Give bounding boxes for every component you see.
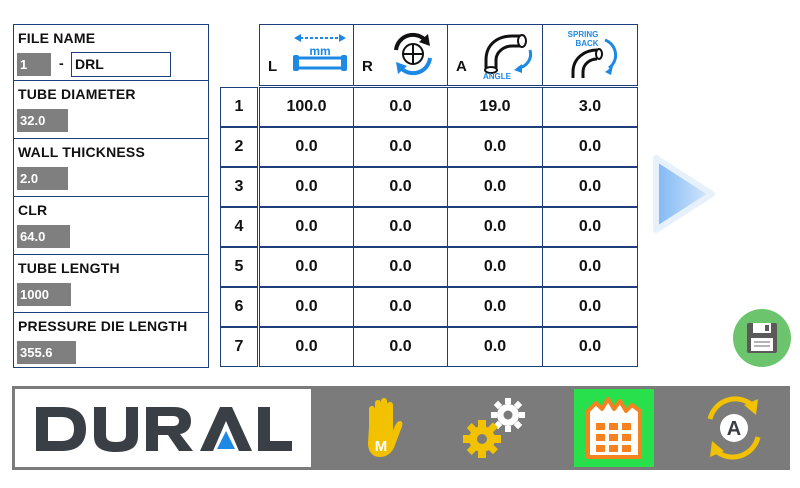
cell-spring-back[interactable]: 0.0 <box>542 167 638 207</box>
tube-length-field[interactable]: 1000 <box>17 283 71 306</box>
cell-rotation[interactable]: 0.0 <box>353 167 448 207</box>
file-number-field[interactable]: 1 <box>17 53 51 76</box>
pressure-die-length-section: PRESSURE DIE LENGTH 355.6 <box>14 313 208 369</box>
auto-mode-label: A <box>727 418 741 440</box>
rotation-icon <box>394 32 432 76</box>
header-length: L mm <box>259 24 354 86</box>
cell-angle[interactable]: 0.0 <box>447 247 543 287</box>
spring-back-icon-label-2: BACK <box>575 39 598 48</box>
header-rotation-letter: R <box>362 58 373 75</box>
cell-rotation[interactable]: 0.0 <box>353 87 448 127</box>
file-name-field[interactable]: DRL <box>71 52 171 77</box>
cell-angle[interactable]: 0.0 <box>447 207 543 247</box>
cell-spring-back[interactable]: 0.0 <box>542 127 638 167</box>
header-spring-back: SPRING BACK <box>542 24 638 86</box>
bend-angle-icon-label: ANGLE <box>483 72 512 80</box>
cell-length[interactable]: 0.0 <box>259 167 354 207</box>
cell-angle[interactable]: 0.0 <box>447 167 543 207</box>
spring-back-icon-label-1: SPRING <box>568 30 599 39</box>
clr-field[interactable]: 64.0 <box>17 225 70 248</box>
row-number: 1 <box>220 87 258 127</box>
tube-diameter-section: TUBE DIAMETER 32.0 <box>14 81 208 139</box>
header-length-letter: L <box>268 58 278 75</box>
row-number: 5 <box>220 247 258 287</box>
cell-angle[interactable]: 19.0 <box>447 87 543 127</box>
save-button[interactable] <box>733 309 791 367</box>
header-rotation: R <box>353 24 448 86</box>
cell-length[interactable]: 0.0 <box>259 327 354 367</box>
cell-length[interactable]: 0.0 <box>259 207 354 247</box>
cell-rotation[interactable]: 0.0 <box>353 127 448 167</box>
cell-length[interactable]: 100.0 <box>259 87 354 127</box>
file-name-label: FILE NAME <box>18 30 96 46</box>
manual-mode-button[interactable]: M <box>344 389 424 467</box>
auto-mode-button[interactable]: A <box>694 389 774 467</box>
header-angle: A ANGLE <box>447 24 543 86</box>
tube-length-label: TUBE LENGTH <box>18 260 120 276</box>
settings-button[interactable] <box>456 389 536 467</box>
logo-area <box>15 389 311 467</box>
spring-back-icon: SPRING BACK <box>568 30 618 78</box>
cell-spring-back[interactable]: 0.0 <box>542 247 638 287</box>
cell-spring-back[interactable]: 3.0 <box>542 87 638 127</box>
file-name-separator: - <box>59 55 64 71</box>
row-number: 7 <box>220 327 258 367</box>
manual-hand-icon: M <box>368 398 403 457</box>
length-icon-unit: mm <box>309 44 330 58</box>
parameter-panel: FILE NAME 1 - DRL TUBE DIAMETER 32.0 WAL… <box>13 24 209 368</box>
cell-rotation[interactable]: 0.0 <box>353 327 448 367</box>
cell-spring-back[interactable]: 0.0 <box>542 327 638 367</box>
settings-gears-icon <box>463 398 525 458</box>
tube-length-section: TUBE LENGTH 1000 <box>14 255 208 313</box>
tube-diameter-label: TUBE DIAMETER <box>18 86 136 102</box>
wall-thickness-label: WALL THICKNESS <box>18 144 145 160</box>
row-number: 4 <box>220 207 258 247</box>
cell-spring-back[interactable]: 0.0 <box>542 287 638 327</box>
cell-length[interactable]: 0.0 <box>259 287 354 327</box>
file-name-section: FILE NAME 1 - DRL <box>14 25 208 81</box>
header-angle-letter: A <box>456 58 467 75</box>
cell-angle[interactable]: 0.0 <box>447 127 543 167</box>
auto-cycle-icon: A <box>707 396 761 460</box>
cell-length[interactable]: 0.0 <box>259 247 354 287</box>
cell-rotation[interactable]: 0.0 <box>353 287 448 327</box>
program-table-icon <box>586 397 642 459</box>
next-page-button[interactable] <box>650 152 716 236</box>
cell-angle[interactable]: 0.0 <box>447 287 543 327</box>
dural-logo <box>36 407 292 452</box>
wall-thickness-section: WALL THICKNESS 2.0 <box>14 139 208 197</box>
cell-rotation[interactable]: 0.0 <box>353 247 448 287</box>
manual-mode-label: M <box>375 438 388 455</box>
bottom-navigation-bar: M <box>12 386 790 470</box>
cell-length[interactable]: 0.0 <box>259 127 354 167</box>
floppy-disk-icon <box>747 323 777 353</box>
wall-thickness-field[interactable]: 2.0 <box>17 167 68 190</box>
row-number: 2 <box>220 127 258 167</box>
tube-diameter-field[interactable]: 32.0 <box>17 109 68 132</box>
clr-section: CLR 64.0 <box>14 197 208 255</box>
cell-angle[interactable]: 0.0 <box>447 327 543 367</box>
row-number: 6 <box>220 287 258 327</box>
cell-rotation[interactable]: 0.0 <box>353 207 448 247</box>
pressure-die-length-field[interactable]: 355.6 <box>17 341 76 364</box>
row-number: 3 <box>220 167 258 207</box>
program-table-button[interactable] <box>574 389 654 467</box>
cell-spring-back[interactable]: 0.0 <box>542 207 638 247</box>
bend-angle-icon: ANGLE <box>483 34 533 80</box>
play-arrow-icon <box>653 155 715 233</box>
clr-label: CLR <box>18 202 48 218</box>
pressure-die-length-label: PRESSURE DIE LENGTH <box>18 318 188 334</box>
length-icon: mm <box>293 34 347 71</box>
